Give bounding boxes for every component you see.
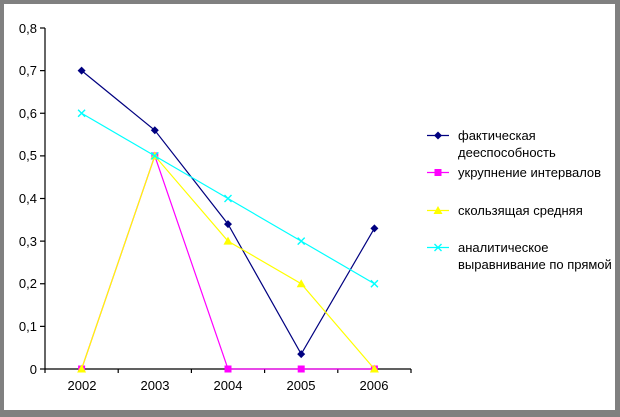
y-tick-label: 0,1 [18, 318, 37, 334]
plot-area [40, 27, 412, 373]
y-tick-label: 0,7 [18, 63, 37, 79]
y-tick-label: 0,3 [18, 233, 37, 249]
x-tick-label: 2002 [67, 378, 97, 393]
x-tick-label: 2004 [213, 378, 243, 393]
x-tick-label: 2006 [359, 378, 389, 393]
y-tick-label: 0,2 [18, 276, 37, 292]
y-tick-label: 0,4 [18, 191, 37, 206]
x-tick-label: 2003 [140, 378, 170, 393]
y-tick-label: 0,8 [18, 20, 37, 36]
x-tick-label: 2005 [286, 378, 316, 393]
y-tick-label: 0,5 [18, 148, 37, 164]
y-tick-label: 0 [29, 361, 37, 377]
y-tick-label: 0,6 [18, 105, 37, 121]
